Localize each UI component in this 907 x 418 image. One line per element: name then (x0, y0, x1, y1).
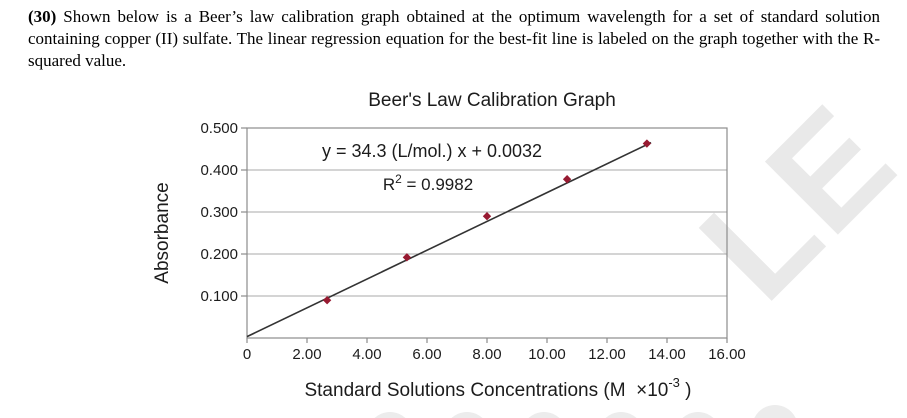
y-tick-label: 0.100 (200, 288, 238, 305)
question-body: Shown below is a Beer’s law calibration … (28, 7, 881, 71)
data-point (642, 139, 652, 148)
data-point (482, 212, 492, 221)
data-point (562, 175, 572, 184)
watermark-fragment (444, 412, 490, 418)
trendline (246, 141, 652, 338)
r-squared-label: R2 = 0.9982 (383, 172, 473, 194)
x-axis-label: Standard Solutions Concentrations (M ×10… (304, 375, 691, 401)
y-tick-label: 0.200 (200, 246, 238, 263)
x-tick-label: 12.00 (588, 346, 626, 363)
x-tick-label: 4.00 (352, 346, 381, 363)
x-tick-label: 0 (243, 346, 251, 363)
watermark-fragment (598, 412, 644, 418)
watermark-fragment (752, 405, 798, 418)
question-number: (30) (28, 7, 57, 26)
y-axis-label: Absorbance (152, 182, 173, 283)
chart-title: Beer's Law Calibration Graph (368, 90, 616, 111)
y-tick-label: 0.400 (200, 162, 238, 179)
y-tick-label: 0.500 (200, 120, 238, 137)
x-tick-label: 8.00 (472, 346, 501, 363)
data-point (402, 253, 412, 262)
equation-label: y = 34.3 (L/mol.) x + 0.0032 (322, 141, 542, 161)
x-tick-label: 14.00 (648, 346, 686, 363)
watermark-fragment (675, 412, 721, 418)
watermark-fragment (367, 412, 413, 418)
x-tick-label: 16.00 (708, 346, 746, 363)
x-tick-label: 2.00 (292, 346, 321, 363)
question-text: (30) Shown below is a Beer’s law calibra… (28, 6, 880, 72)
data-point (322, 296, 332, 305)
x-tick-label: 10.00 (528, 346, 566, 363)
y-tick-label: 0.300 (200, 204, 238, 221)
watermark-fragment (521, 412, 567, 418)
x-tick-label: 6.00 (412, 346, 441, 363)
